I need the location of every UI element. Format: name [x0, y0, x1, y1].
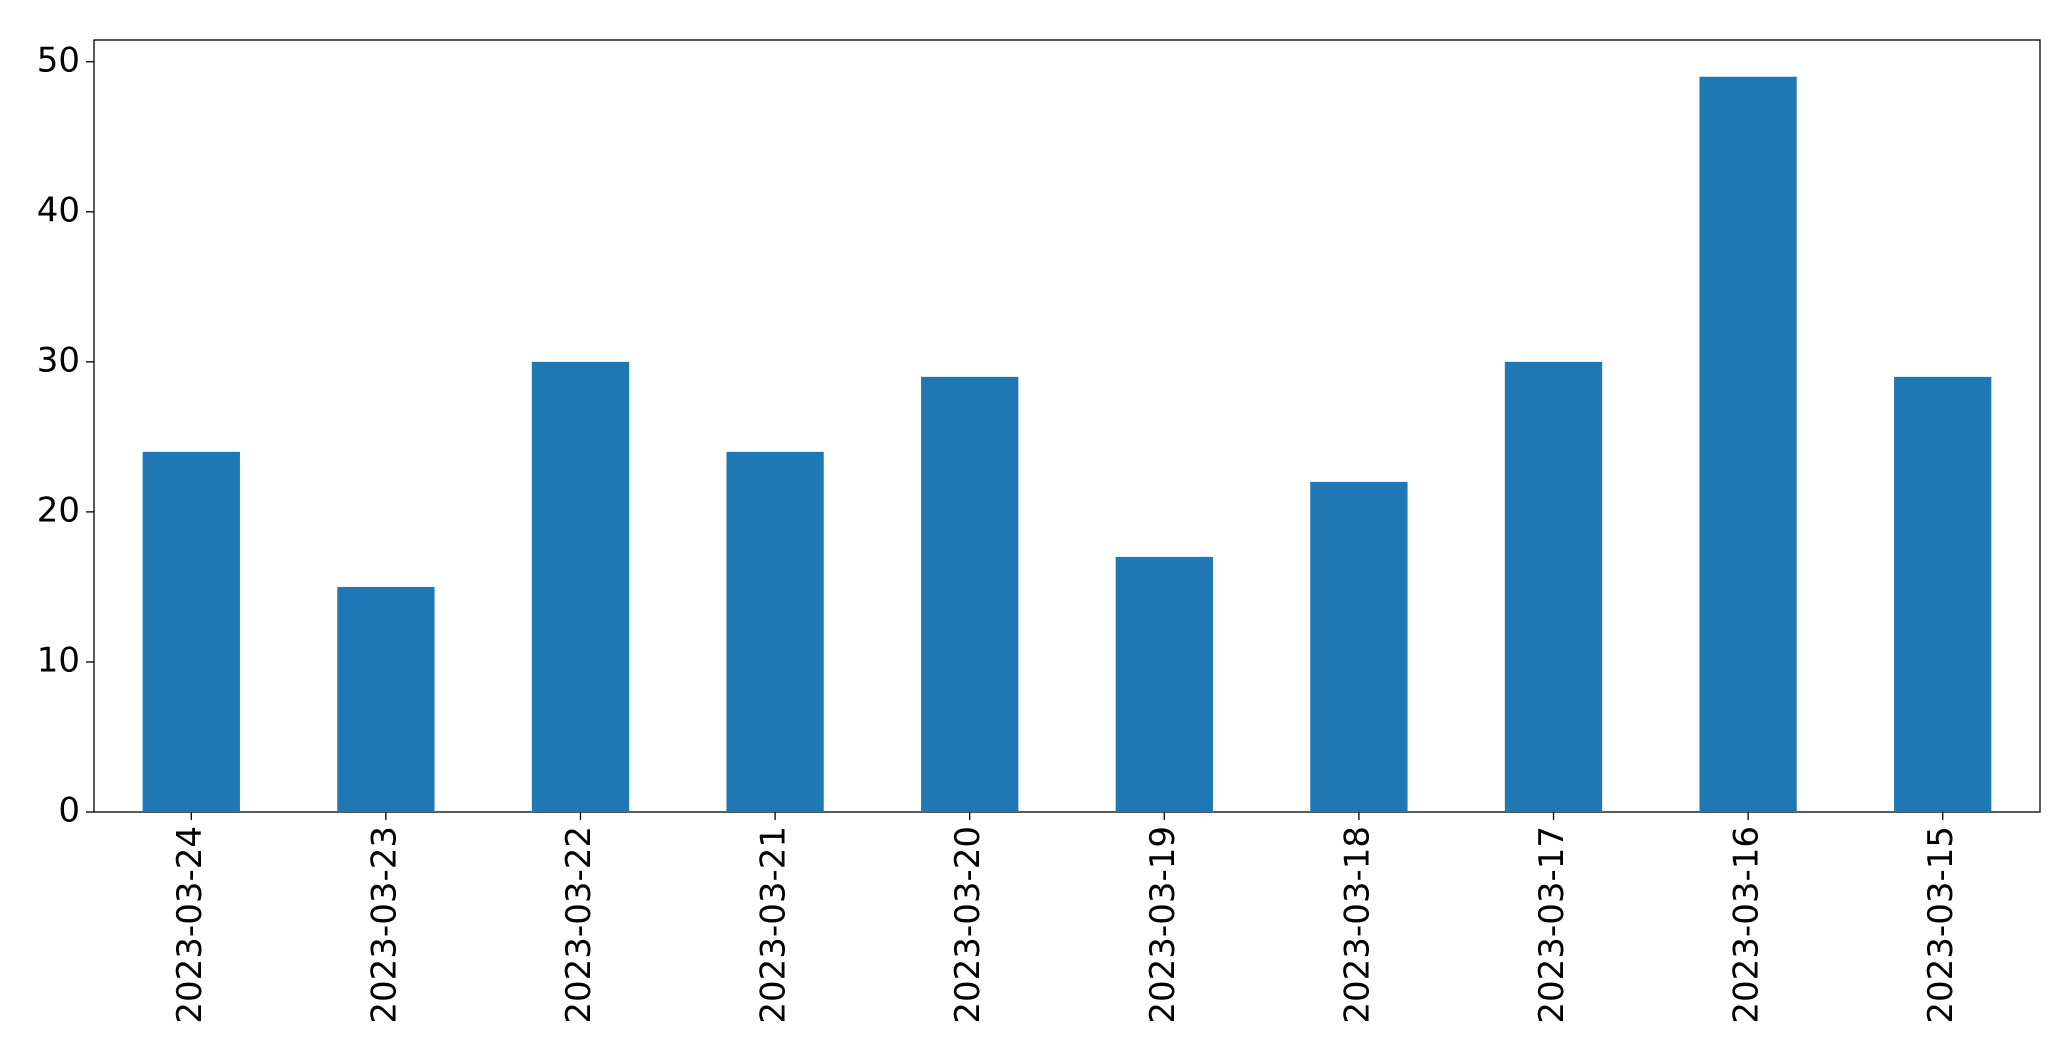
- bar: [1115, 556, 1213, 812]
- bar: [1894, 376, 1992, 812]
- bar: [1310, 481, 1408, 812]
- axes-frame: [93, 39, 2041, 813]
- y-tick-label: 20: [37, 490, 80, 530]
- x-tick-label: 2023-03-18: [1337, 826, 1377, 1024]
- y-tick-label: 0: [58, 791, 80, 831]
- bar: [1504, 361, 1603, 812]
- bar: [921, 376, 1019, 812]
- y-tick-label: 30: [37, 340, 80, 380]
- x-tick-label: 2023-03-17: [1532, 826, 1572, 1024]
- x-tick-label: 2023-03-23: [364, 826, 404, 1024]
- bar: [337, 586, 435, 812]
- x-tick-label: 2023-03-20: [948, 826, 988, 1024]
- bar: [1699, 76, 1797, 812]
- x-tick-label: 2023-03-16: [1727, 826, 1767, 1024]
- x-tick-label: 2023-03-19: [1143, 826, 1183, 1024]
- bar: [142, 451, 240, 812]
- x-tick-label: 2023-03-21: [754, 826, 794, 1024]
- x-tick-label: 2023-03-22: [559, 826, 599, 1024]
- bar: [531, 361, 630, 812]
- bar: [726, 451, 824, 812]
- y-tick-label: 10: [37, 640, 80, 680]
- y-tick-label: 50: [37, 40, 80, 80]
- x-tick-label: 2023-03-24: [170, 826, 210, 1024]
- y-tick-label: 40: [37, 190, 80, 230]
- x-tick-label: 2023-03-15: [1921, 826, 1961, 1024]
